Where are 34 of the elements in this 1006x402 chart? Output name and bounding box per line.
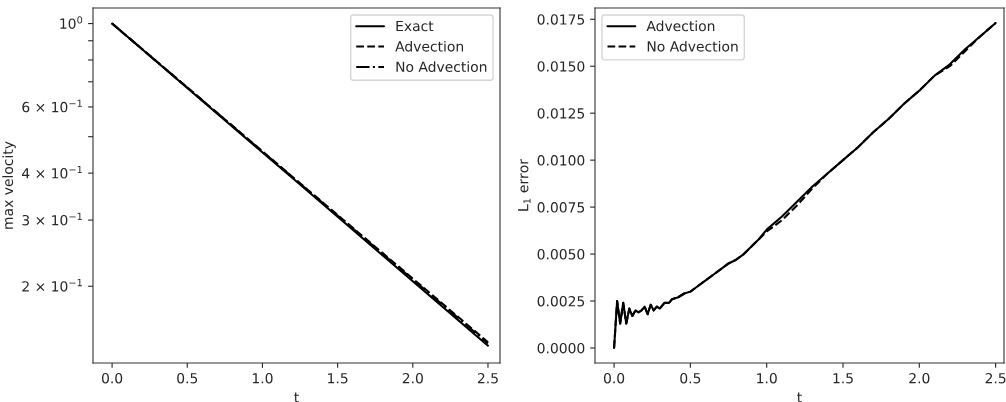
- legend-label: Advection: [395, 40, 464, 52]
- y-axis-title: max velocity: [2, 141, 16, 229]
- x-tick-label: 1.5: [328, 373, 348, 384]
- y-tick-label: 4 × 10$^{−1}$: [22, 165, 82, 179]
- x-tick-label: 0.5: [177, 372, 198, 384]
- y-tick-label: 3 × 10$^{−1}$: [22, 212, 82, 226]
- legend-label: Advection: [646, 20, 715, 32]
- x-tick-label: 2.5: [477, 372, 498, 384]
- x-tick-label: 2.0: [909, 372, 930, 384]
- x-tick-label: 1.5: [833, 373, 853, 384]
- y-tick-label: 0.0175: [537, 14, 585, 25]
- x-tick-label: 0.0: [101, 372, 123, 384]
- y-tick-label: 0.0075: [537, 202, 585, 213]
- y-tick-label: 0.0100: [537, 155, 585, 166]
- y-tick-label: 2 × 10$^{−1}$: [22, 279, 82, 292]
- legend-label: No Advection: [647, 40, 738, 52]
- x-axis-title: t: [294, 392, 299, 402]
- x-tick-label: 2.0: [402, 372, 423, 384]
- y-tick-label: 6 × 10$^{−1}$: [22, 99, 82, 113]
- y-tick-label: 0.0125: [537, 108, 585, 119]
- legend-label: Exact: [396, 20, 434, 32]
- y-tick-label: 0.0000: [537, 342, 585, 354]
- x-axis-title: t: [797, 392, 802, 402]
- x-tick-label: 1.0: [252, 372, 273, 384]
- legend-label: No Advection: [396, 61, 487, 73]
- x-tick-label: 0.0: [603, 372, 625, 384]
- y-tick-label: 10$^{0}$: [60, 16, 83, 29]
- y-tick-label: 0.0150: [537, 61, 585, 72]
- y-tick-label: 0.0025: [537, 295, 585, 307]
- x-tick-label: 1.0: [757, 372, 777, 384]
- x-tick-label: 0.5: [680, 372, 701, 384]
- y-tick-label: 0.0050: [537, 249, 585, 260]
- x-tick-label: 2.5: [985, 372, 1006, 384]
- y-axis-title: L$_{1}$ error: [518, 159, 531, 211]
